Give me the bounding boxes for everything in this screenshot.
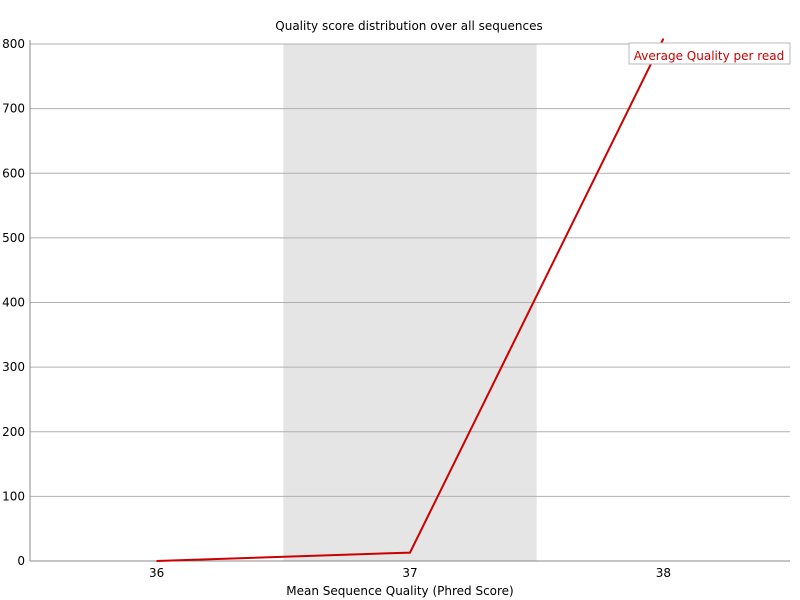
x-tick-label-36: 36 xyxy=(149,566,164,580)
x-axis-label: Mean Sequence Quality (Phred Score) xyxy=(286,584,514,598)
y-tick-label-800: 800 xyxy=(2,37,25,51)
y-tick-label-500: 500 xyxy=(2,231,25,245)
y-tick-label-400: 400 xyxy=(2,296,25,310)
data-point-38 xyxy=(662,38,664,40)
data-point-36 xyxy=(156,560,158,562)
y-tick-label-700: 700 xyxy=(2,102,25,116)
y-tick-label-0: 0 xyxy=(17,554,25,568)
x-tick-label-38: 38 xyxy=(656,566,671,580)
legend-box xyxy=(628,42,791,65)
y-tick-label-300: 300 xyxy=(2,360,25,374)
x-tick-label-37: 37 xyxy=(402,566,417,580)
y-tick-label-600: 600 xyxy=(2,166,25,180)
chart-title: Quality score distribution over all sequ… xyxy=(275,19,542,33)
y-tick-label-100: 100 xyxy=(2,489,25,503)
legend-entry-average-quality: Average Quality per read xyxy=(634,49,785,63)
data-point-37 xyxy=(409,552,411,554)
y-tick-label-200: 200 xyxy=(2,425,25,439)
